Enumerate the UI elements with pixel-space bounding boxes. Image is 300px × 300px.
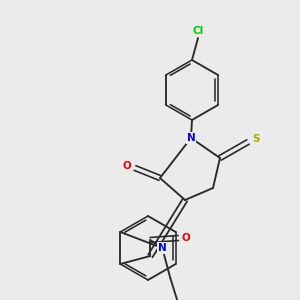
Text: N: N	[158, 243, 167, 253]
Text: S: S	[252, 134, 260, 144]
Text: O: O	[182, 233, 191, 243]
Text: Cl: Cl	[192, 26, 204, 36]
Text: N: N	[187, 133, 195, 143]
Text: O: O	[123, 161, 131, 171]
